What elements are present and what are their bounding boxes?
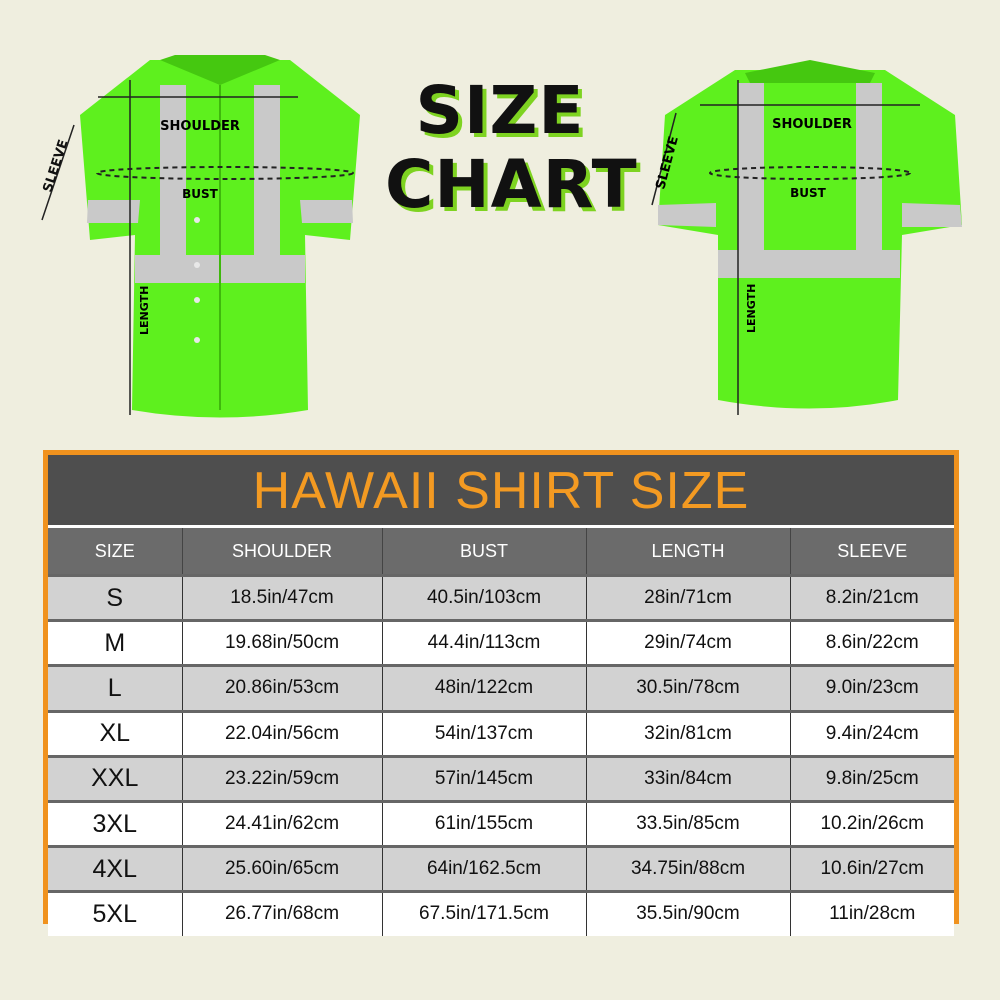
measurement-cell: 9.0in/23cm <box>790 664 954 712</box>
back-shirt-illustration: SHOULDER BUST SLEEVE LENGTH <box>651 60 962 415</box>
reflective-stripe <box>300 200 353 223</box>
reflective-stripe <box>902 203 962 227</box>
measurement-cell: 54in/137cm <box>382 709 587 757</box>
reflective-stripe <box>160 85 186 260</box>
size-cell: XL <box>48 709 183 757</box>
table-body: S 18.5in/47cm 40.5in/103cm 28in/71cm 8.2in/2… <box>48 573 954 936</box>
measurement-cell: 8.6in/22cm <box>790 619 954 666</box>
measurement-cell: 25.60in/65cm <box>182 845 383 892</box>
shoulder-label: SHOULDER <box>160 119 240 134</box>
measurement-cell: 57in/145cm <box>382 754 587 802</box>
size-cell: 4XL <box>48 845 183 892</box>
front-shirt-illustration: SHOULDER BUST SLEEVE LENGTH <box>41 55 360 418</box>
column-header-sleeve: SLEEVE <box>790 528 954 576</box>
measurement-cell: 48in/122cm <box>382 664 587 712</box>
measurement-cell: 33.5in/85cm <box>586 799 791 847</box>
measurement-cell: 22.04in/56cm <box>182 709 383 757</box>
size-cell: S <box>48 573 183 621</box>
measurement-cell: 67.5in/171.5cm <box>382 890 587 936</box>
reflective-stripe <box>738 83 764 255</box>
size-table: SIZE SHOULDER BUST LENGTH SLEEVE S 18.5in/47c… <box>48 528 954 936</box>
table-row: 3XL 24.41in/62cm 61in/155cm 33.5in/85cm 10.2… <box>48 799 954 847</box>
title-line-1: SIZE <box>415 72 585 149</box>
sleeve-label: SLEEVE <box>41 138 72 194</box>
size-cell: M <box>48 619 183 666</box>
measurement-cell: 30.5in/78cm <box>586 664 791 712</box>
table-row: 5XL 26.77in/68cm 67.5in/171.5cm 35.5in/90cm… <box>48 890 954 936</box>
measurement-cell: 28in/71cm <box>586 573 791 621</box>
measurement-cell: 33in/84cm <box>586 754 791 802</box>
size-cell: 3XL <box>48 799 183 847</box>
title-line-2: CHART <box>385 146 638 223</box>
table-row: XXL 23.22in/59cm 57in/145cm 33in/84cm 9.8in/… <box>48 754 954 802</box>
measurement-cell: 10.6in/27cm <box>790 845 954 892</box>
length-label: LENGTH <box>138 286 151 335</box>
measurement-cell: 8.2in/21cm <box>790 573 954 621</box>
length-label: LENGTH <box>745 284 758 333</box>
bust-label: BUST <box>182 187 219 201</box>
sleeve-measure-line <box>41 124 75 221</box>
column-header-length: LENGTH <box>586 528 791 576</box>
bust-measure-line <box>709 166 911 180</box>
table-row: XL 22.04in/56cm 54in/137cm 32in/81cm 9.4in/2… <box>48 709 954 757</box>
collar <box>160 55 280 85</box>
measurement-cell: 18.5in/47cm <box>182 573 383 621</box>
measurement-cell: 11in/28cm <box>790 890 954 936</box>
size-cell: 5XL <box>48 890 183 936</box>
size-cell: L <box>48 664 183 712</box>
size-chart-title: SIZE CHART <box>385 72 638 223</box>
table-header-row: SIZE SHOULDER BUST LENGTH SLEEVE <box>48 528 954 576</box>
shoulder-label: SHOULDER <box>772 117 852 132</box>
measurement-cell: 19.68in/50cm <box>182 619 383 666</box>
measurement-cell: 34.75in/88cm <box>586 845 791 892</box>
sleeve-measure-line <box>651 112 677 206</box>
buttons <box>194 217 200 343</box>
measurement-cell: 40.5in/103cm <box>382 573 587 621</box>
measurement-cell: 9.4in/24cm <box>790 709 954 757</box>
table-row: S 18.5in/47cm 40.5in/103cm 28in/71cm 8.2in/2… <box>48 573 954 621</box>
bust-label: BUST <box>790 186 827 200</box>
measurement-cell: 23.22in/59cm <box>182 754 383 802</box>
measurement-cell: 32in/81cm <box>586 709 791 757</box>
column-header-size: SIZE <box>48 528 183 576</box>
measurement-cell: 9.8in/25cm <box>790 754 954 802</box>
bust-measure-line <box>96 166 354 180</box>
table-title: HAWAII SHIRT SIZE <box>48 455 954 525</box>
measurement-cell: 24.41in/62cm <box>182 799 383 847</box>
measurement-cell: 35.5in/90cm <box>586 890 791 936</box>
column-header-bust: BUST <box>382 528 587 576</box>
measurement-cell: 26.77in/68cm <box>182 890 383 936</box>
size-table-panel: HAWAII SHIRT SIZE SIZE SHOULDER BUST LENGTH… <box>43 450 959 936</box>
reflective-stripe <box>87 200 140 223</box>
table-row: 4XL 25.60in/65cm 64in/162.5cm 34.75in/88cm 1… <box>48 845 954 892</box>
measurement-cell: 61in/155cm <box>382 799 587 847</box>
measurement-cell: 20.86in/53cm <box>182 664 383 712</box>
measurement-cell: 64in/162.5cm <box>382 845 587 892</box>
measurement-cell: 10.2in/26cm <box>790 799 954 847</box>
table-row: L 20.86in/53cm 48in/122cm 30.5in/78cm 9.0in/… <box>48 664 954 712</box>
measurement-cell: 29in/74cm <box>586 619 791 666</box>
shirt-body <box>658 70 962 409</box>
column-header-shoulder: SHOULDER <box>182 528 383 576</box>
reflective-stripe <box>658 203 716 227</box>
size-cell: XXL <box>48 754 183 802</box>
table-row: M 19.68in/50cm 44.4in/113cm 29in/74cm 8.6in/… <box>48 619 954 666</box>
collar <box>745 60 875 83</box>
reflective-stripe <box>254 85 280 260</box>
measurement-cell: 44.4in/113cm <box>382 619 587 666</box>
